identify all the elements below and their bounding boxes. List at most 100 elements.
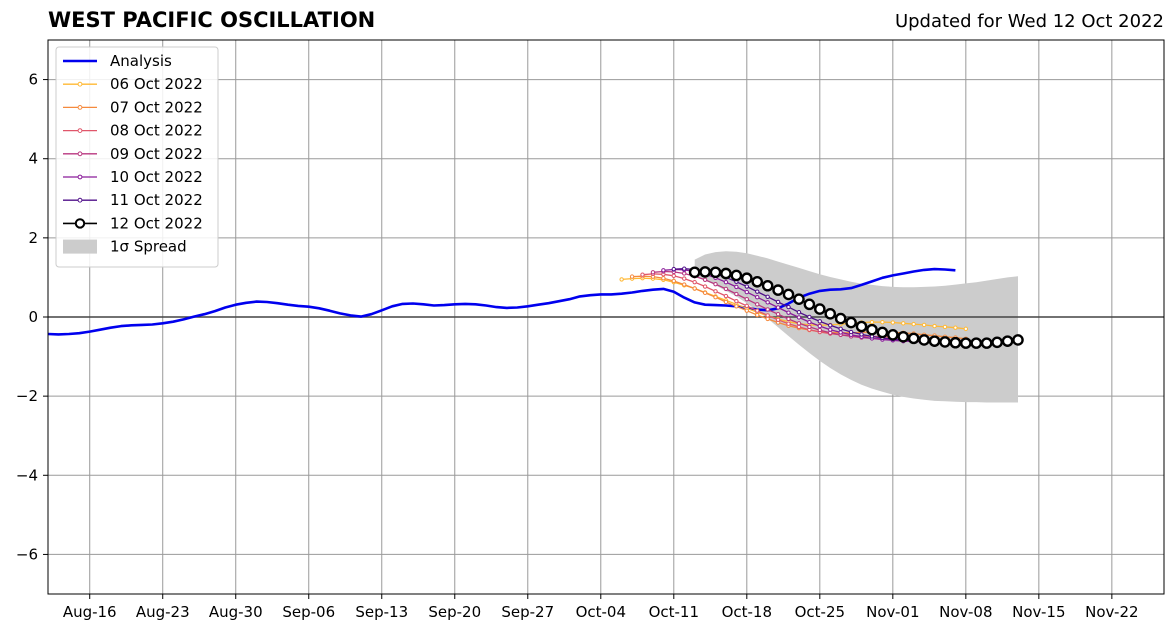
forecast-series [688, 266, 1024, 349]
forecast-point [744, 289, 750, 295]
forecast-point [848, 329, 854, 335]
y-tick-label: 0 [28, 308, 38, 326]
forecast-point [723, 293, 729, 299]
chart-title: WEST PACIFIC OSCILLATION [48, 8, 376, 32]
forecast-point [880, 319, 885, 325]
x-tick-label: Nov-08 [939, 603, 992, 621]
forecast-point [817, 319, 823, 324]
forecast-point [901, 321, 906, 326]
forecast-point [775, 299, 781, 305]
forecast-point [640, 272, 645, 277]
legend-box [55, 46, 219, 268]
x-tick-label: Oct-25 [795, 603, 845, 621]
x-tick-label: Oct-04 [576, 603, 626, 621]
forecast-point [786, 310, 791, 315]
y-axis: 6 4 2 0 −2 −4 −6 [16, 71, 48, 563]
legend-label: 07 Oct 2022 [110, 98, 203, 116]
forecast-point [828, 323, 833, 328]
forecast-point [734, 284, 739, 290]
forecast-point [970, 337, 983, 349]
forecast-point [939, 336, 951, 348]
y-tick-label: −4 [16, 466, 38, 484]
forecast-point [671, 273, 676, 279]
x-tick-label: Sep-27 [501, 603, 554, 621]
forecast-point [775, 312, 781, 317]
x-tick-label: Nov-22 [1085, 603, 1138, 621]
forecast-point [980, 337, 993, 349]
forecast-point [855, 320, 868, 333]
forecast-point [869, 319, 875, 325]
forecast-point [713, 281, 718, 287]
forecast-point [692, 286, 697, 291]
forecast-point [723, 299, 729, 305]
forecast-point [824, 308, 837, 320]
forecast-point [786, 316, 791, 322]
forecast-point [876, 326, 889, 339]
forecast-point [845, 316, 857, 329]
forecast-point [796, 324, 802, 330]
forecast-point [650, 270, 656, 275]
forecast-point [817, 327, 823, 333]
legend-swatch-marker [74, 218, 86, 229]
forecast-point [897, 330, 910, 343]
forecast-point [807, 314, 812, 320]
y-tick-label: 4 [28, 150, 38, 168]
forecast-point [859, 332, 864, 337]
forecast-point [629, 274, 635, 279]
x-tick-label: Nov-01 [866, 603, 919, 621]
x-axis: Aug-16 Aug-23 Aug-30 Sep-06 Sep-13 Sep-20 Sep-… [63, 594, 1139, 621]
forecast-point [928, 335, 941, 347]
forecast-point [755, 312, 760, 318]
forecast-point [682, 276, 687, 281]
legend-swatch-marker [77, 174, 83, 180]
forecast-point [775, 305, 781, 310]
forecast-point [765, 316, 770, 322]
legend: Analysis 06 Oct 2022 07 Oct 2022 08 Oct 202… [55, 46, 219, 268]
forecast-point [949, 336, 962, 349]
x-tick-label: Oct-18 [722, 603, 772, 621]
forecast-point [755, 308, 760, 313]
forecast-point [699, 266, 711, 278]
x-tick-label: Aug-23 [136, 603, 190, 621]
legend-label: 06 Oct 2022 [110, 75, 203, 93]
x-tick-label: Aug-30 [209, 603, 263, 621]
forecast-point [661, 276, 666, 281]
forecast-point [942, 324, 948, 330]
forecast-point [671, 278, 676, 284]
forecast-point [814, 303, 826, 315]
forecast-point [720, 267, 732, 280]
forecast-point [755, 295, 760, 300]
forecast-point [744, 284, 750, 289]
forecast-point [807, 324, 812, 330]
legend-swatch-patch [63, 239, 97, 254]
forecast-point [921, 322, 927, 328]
forecast-point [702, 284, 708, 289]
forecast-point [782, 288, 795, 301]
forecast-point [688, 266, 701, 279]
analysis-line [48, 267, 956, 336]
forecast-point [963, 326, 969, 332]
forecast-point [661, 268, 666, 273]
forecast-point [702, 277, 708, 283]
legend-swatch-marker [77, 151, 83, 157]
forecast-point [682, 271, 687, 276]
forecast-point [786, 321, 791, 326]
legend-swatch-marker [77, 81, 83, 87]
y-tick-label: 2 [28, 229, 38, 247]
forecast-point [911, 321, 916, 327]
forecast-point [803, 298, 816, 311]
forecast-point [793, 293, 805, 305]
y-tick-label: −2 [16, 387, 38, 405]
forecast-point [828, 327, 833, 332]
forecast-point [734, 298, 739, 304]
legend-label: 1σ Spread [110, 238, 187, 256]
forecast-point [682, 266, 687, 271]
forecast-point [744, 296, 750, 302]
forecast-point [960, 337, 972, 349]
chart-subtitle: Updated for Wed 12 Oct 2022 [894, 11, 1164, 32]
x-tick-label: Sep-13 [355, 603, 408, 621]
forecast-point [796, 315, 802, 320]
forecast-point [734, 304, 739, 309]
forecast-point [866, 323, 878, 336]
